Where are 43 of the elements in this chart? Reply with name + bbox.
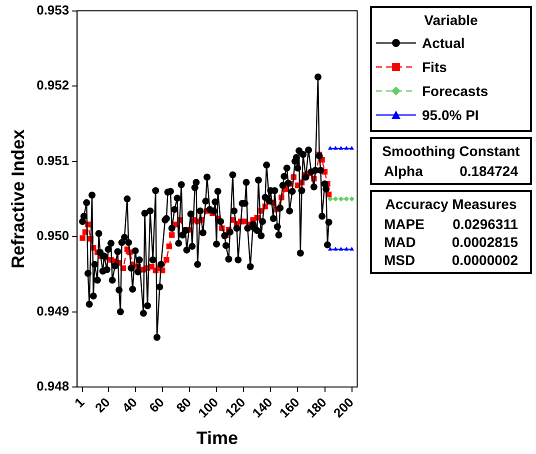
point <box>338 146 344 150</box>
x-tick-label: 100 <box>195 394 222 421</box>
x-tick-label: 140 <box>249 394 276 421</box>
x-tick-label: 160 <box>276 394 302 421</box>
legend-label: Fits <box>422 59 447 75</box>
x-axis-title: Time <box>196 428 238 448</box>
text: MAPE 0.0296311 <box>384 216 518 232</box>
point <box>338 246 344 251</box>
x-tick-label: 120 <box>222 394 248 421</box>
y-tick-label: 0.948 <box>36 378 70 394</box>
x-tick-label: 80 <box>173 394 194 416</box>
point <box>333 246 338 251</box>
point <box>344 246 349 251</box>
legend-label: Actual <box>422 35 465 51</box>
y-tick-label: 0.953 <box>36 2 70 18</box>
text: Alpha 0.184724 <box>384 163 518 179</box>
point <box>344 146 349 150</box>
text: MAD 0.0002815 <box>384 234 518 250</box>
legend-label: Forecasts <box>422 83 488 99</box>
point <box>328 246 332 251</box>
x-tick-label: 200 <box>330 394 356 421</box>
legend-title: Variable <box>423 12 479 28</box>
text: Smoothing Constant <box>381 143 521 159</box>
point <box>328 146 332 150</box>
point <box>350 146 354 150</box>
point <box>338 196 344 202</box>
point <box>349 196 354 202</box>
x-tick-label: 20 <box>92 394 113 416</box>
x-tick-label: 1 <box>71 394 88 410</box>
y-axis-title: Refractive Index <box>8 129 28 268</box>
legend-label: 95.0% PI <box>422 107 479 123</box>
y-tick-label: 0.952 <box>36 78 70 93</box>
y-tick-label: 0.949 <box>36 303 70 318</box>
y-tick-label: 0.950 <box>36 228 70 244</box>
point <box>344 196 349 202</box>
y-tick-label: 0.951 <box>36 152 70 168</box>
text: Accuracy Measures <box>384 196 518 212</box>
x-tick-label: 60 <box>146 394 168 416</box>
x-tick-label: 180 <box>303 394 330 421</box>
point <box>350 246 354 251</box>
point <box>333 146 338 150</box>
x-tick-label: 40 <box>119 394 140 416</box>
text: MSD 0.0000002 <box>384 252 518 268</box>
